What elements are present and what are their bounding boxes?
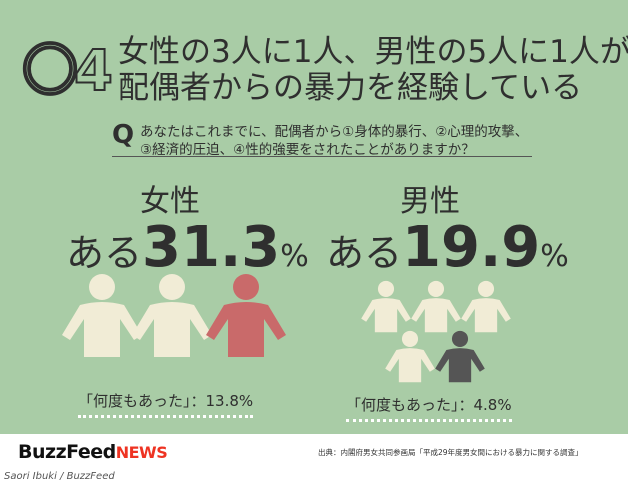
unit: % xyxy=(280,239,309,274)
panel-figure: ある31.3% xyxy=(66,215,309,280)
infographic: 〇4 女性の3人に1人、男性の5人に1人が 配偶者からの暴力を経験している Q … xyxy=(0,0,628,466)
logo-suffix: NEWS xyxy=(115,443,168,462)
credit: Saori Ibuki / BuzzFeed xyxy=(4,471,115,482)
value: 31.3 xyxy=(142,215,281,280)
logo-text: BuzzFeed xyxy=(18,441,116,463)
title: 配偶者からの暴力を経験している xyxy=(118,70,583,106)
source: 出典：内閣府男女共同参画局「平成29年度男女間における暴力に関する調査」 xyxy=(318,448,583,457)
rule xyxy=(112,156,532,157)
unit: % xyxy=(540,239,569,274)
prefix: ある xyxy=(66,231,143,275)
repeat-stat: 「何度もあった」：13.8% xyxy=(78,390,254,418)
title: 女性の3人に1人、男性の5人に1人が xyxy=(118,34,628,70)
question: あなたはこれまでに、配偶者から①身体的暴行、②心理的攻撃、 xyxy=(140,124,529,140)
repeat-stat: 「何度もあった」：4.8% xyxy=(346,394,512,422)
people-male xyxy=(361,280,511,383)
question: ③経済的圧迫、④性的強要をされたことがありますか？ xyxy=(140,142,475,158)
logo: BuzzFeedNEWS xyxy=(18,441,168,463)
section-number: 〇4 xyxy=(21,38,114,105)
question-mark: Q xyxy=(112,120,135,150)
icons xyxy=(62,274,511,383)
value: 19.9 xyxy=(402,215,541,280)
people-female xyxy=(62,274,286,357)
panel-label: 女性 xyxy=(140,184,200,219)
footer xyxy=(0,434,628,466)
prefix: ある xyxy=(326,231,403,275)
panel-figure: ある19.9% xyxy=(326,215,569,280)
panel-label: 男性 xyxy=(400,184,460,219)
